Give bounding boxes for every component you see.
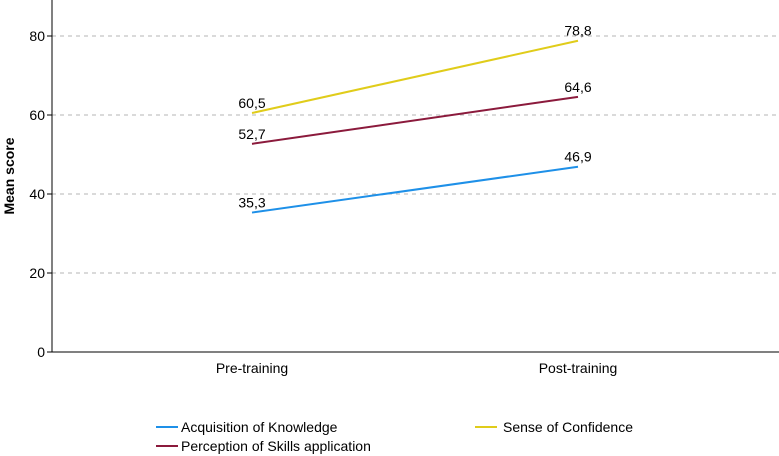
- y-ticks: 0 20 40 60 80: [29, 28, 52, 360]
- series-line-skills: [251, 95, 579, 145]
- x-tick-label-pre: Pre-training: [216, 360, 288, 376]
- data-label-confidence-0: 60,5: [238, 95, 265, 111]
- y-tick-label-0: 0: [37, 344, 45, 360]
- legend-label-knowledge: Acquisition of Knowledge: [181, 419, 338, 435]
- series-line-knowledge: [251, 165, 579, 214]
- legend-label-confidence: Sense of Confidence: [503, 419, 633, 435]
- y-tick-label-40: 40: [29, 186, 45, 202]
- data-labels: 35,3 46,9 60,5 78,8 52,7 64,6: [238, 23, 591, 211]
- y-tick-label-20: 20: [29, 265, 45, 281]
- data-label-confidence-1: 78,8: [564, 23, 591, 39]
- y-axis-title: Mean score: [1, 137, 17, 214]
- legend: Acquisition of Knowledge Sense of Confid…: [156, 419, 633, 454]
- data-label-knowledge-0: 35,3: [238, 195, 265, 211]
- x-tick-label-post: Post-training: [539, 360, 618, 376]
- data-label-skills-1: 64,6: [564, 79, 591, 95]
- y-tick-label-60: 60: [29, 107, 45, 123]
- series-lines: [251, 39, 579, 214]
- y-tick-label-80: 80: [29, 28, 45, 44]
- x-ticks: Pre-training Post-training: [216, 360, 617, 376]
- series-line-confidence: [251, 39, 579, 115]
- data-label-knowledge-1: 46,9: [564, 149, 591, 165]
- gridlines: [52, 35, 779, 274]
- data-label-skills-0: 52,7: [238, 126, 265, 142]
- legend-label-skills: Perception of Skills application: [181, 438, 371, 454]
